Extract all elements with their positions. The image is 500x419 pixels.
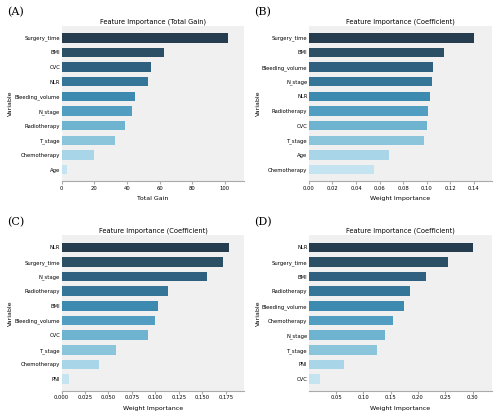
Bar <box>309 150 389 160</box>
Bar <box>62 301 158 310</box>
Y-axis label: Variable: Variable <box>256 91 260 116</box>
Title: Feature Importance (Total Gain): Feature Importance (Total Gain) <box>100 18 206 25</box>
Bar <box>62 272 207 281</box>
X-axis label: Total Gain: Total Gain <box>138 196 168 201</box>
Bar <box>62 136 116 145</box>
Bar <box>62 331 148 340</box>
Y-axis label: Variable: Variable <box>256 300 260 326</box>
Bar <box>309 121 427 130</box>
Bar <box>309 301 404 310</box>
Bar <box>62 150 94 160</box>
Bar <box>62 316 156 325</box>
Bar <box>309 77 432 86</box>
Bar <box>62 374 69 384</box>
Bar <box>62 243 228 252</box>
Y-axis label: Variable: Variable <box>8 91 14 116</box>
Bar <box>62 106 132 116</box>
Text: (D): (D) <box>254 217 272 227</box>
Text: (B): (B) <box>254 7 271 18</box>
Bar <box>309 33 474 42</box>
Bar <box>309 136 424 145</box>
Bar <box>309 345 377 354</box>
Bar <box>62 165 66 174</box>
Text: (A): (A) <box>7 7 24 18</box>
Bar <box>309 48 444 57</box>
Bar <box>62 33 228 42</box>
Bar <box>309 106 428 116</box>
Bar <box>62 257 223 266</box>
Bar <box>62 345 116 354</box>
Bar <box>309 360 344 369</box>
Bar <box>62 48 164 57</box>
Bar <box>62 77 148 86</box>
Bar <box>62 287 168 296</box>
Title: Feature Importance (Coefficient): Feature Importance (Coefficient) <box>346 18 455 25</box>
X-axis label: Weight Importance: Weight Importance <box>370 196 430 201</box>
Bar <box>62 62 152 72</box>
Bar <box>309 316 394 325</box>
X-axis label: Weight Importance: Weight Importance <box>123 406 183 411</box>
Bar <box>309 62 432 72</box>
Bar <box>309 287 410 296</box>
Bar <box>62 360 99 369</box>
Bar <box>62 121 126 130</box>
Bar <box>309 374 320 384</box>
Y-axis label: Variable: Variable <box>8 300 14 326</box>
X-axis label: Weight Importance: Weight Importance <box>370 406 430 411</box>
Title: Feature Importance (Coefficient): Feature Importance (Coefficient) <box>346 228 455 234</box>
Bar <box>309 331 385 340</box>
Bar <box>309 92 430 101</box>
Title: Feature Importance (Coefficient): Feature Importance (Coefficient) <box>98 228 208 234</box>
Bar <box>309 165 374 174</box>
Bar <box>62 92 135 101</box>
Bar <box>309 272 426 281</box>
Text: (C): (C) <box>7 217 24 227</box>
Bar <box>309 257 448 266</box>
Bar <box>309 243 472 252</box>
